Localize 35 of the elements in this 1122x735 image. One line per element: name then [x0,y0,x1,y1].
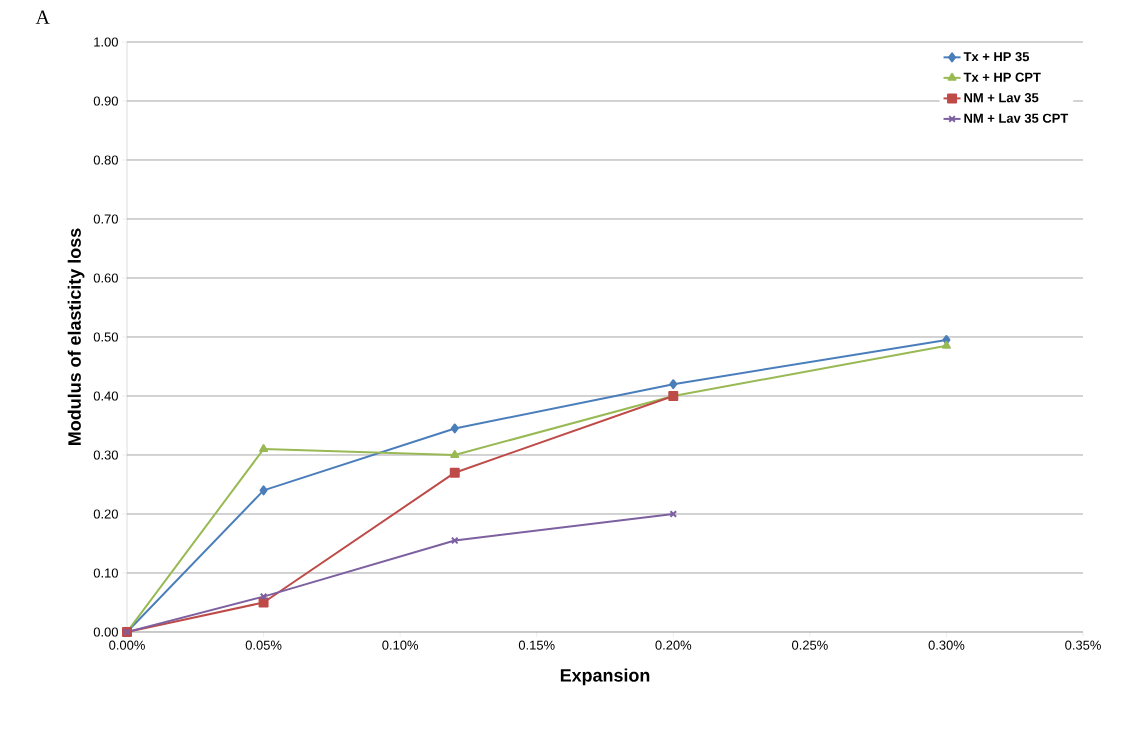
x-tick-label: 0.05% [245,640,282,650]
x-tick-label: 0.25% [792,640,828,650]
legend-label: Tx + HP 35 [963,52,1030,62]
x-tick-label: 0.15% [518,640,555,650]
x-tick-label: 0.20% [655,640,692,650]
y-tick-label: 0.60 [93,273,118,283]
y-tick-label: 0.80 [93,155,118,165]
y-tick-label: 1.00 [94,37,118,47]
x-tick-label: 0.30% [928,640,965,650]
y-tick-label: 0.20 [93,509,118,519]
point [941,340,951,349]
y-tick-label: 0.40 [93,391,118,401]
y-tick-label: 0.30 [93,450,118,460]
y-tick-label: 0.50 [93,332,118,342]
legend-label: NM + Lav 35 [964,93,1039,103]
x-tick-label: 0.35% [1065,640,1101,650]
text: A [35,10,50,24]
point [259,592,268,601]
x-tick-label: 0.10% [382,640,419,650]
point [669,379,678,390]
y-tick-label: 0.10 [93,568,118,578]
point [450,536,459,545]
x-axis-title: Expansion [560,668,650,686]
point [449,467,460,478]
x-tick-label: 0.00% [109,640,145,650]
y-axis-title: Modulus of elasticity loss [67,228,85,445]
point [259,485,268,496]
point [450,423,459,434]
legend-label: Tx + HP CPT [963,72,1041,82]
point [450,450,460,458]
point [259,444,269,453]
y-tick-label: 0.70 [93,214,118,224]
y-tick-label: 0.00 [93,627,118,637]
legend-label: NM + Lav 35 CPT [964,113,1069,123]
y-tick-label: 0.90 [93,96,118,106]
